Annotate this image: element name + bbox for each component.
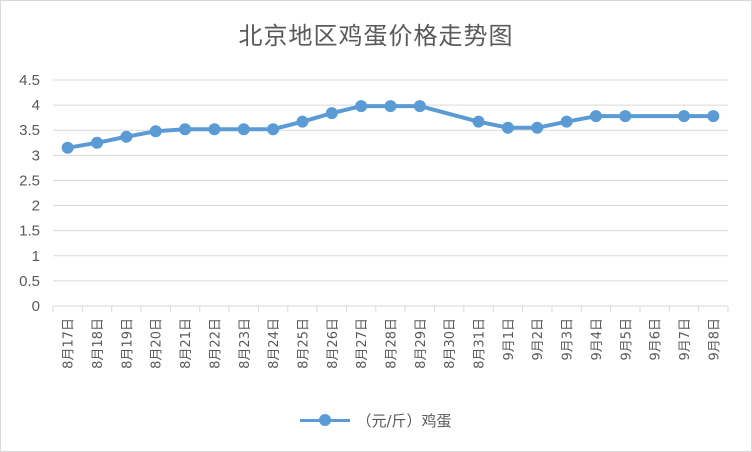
x-tick-label: 8月20日	[150, 318, 165, 369]
y-tick-label: 2.5	[19, 172, 40, 189]
y-tick-label: 4.5	[19, 72, 40, 89]
x-tick-label: 9月8日	[707, 318, 722, 361]
x-tick-label: 8月31日	[473, 318, 488, 369]
legend-swatch	[300, 410, 351, 430]
x-tick-label: 9月2日	[531, 318, 546, 361]
data-point	[237, 123, 250, 136]
x-tick-label: 8月29日	[414, 318, 429, 369]
data-point	[120, 130, 133, 143]
data-point	[677, 110, 690, 123]
x-tick-label: 8月25日	[296, 318, 311, 369]
x-tick-label: 8月28日	[385, 318, 400, 369]
x-tick-label: 9月1日	[502, 318, 517, 361]
data-point	[560, 115, 573, 128]
data-point	[61, 141, 74, 154]
data-point	[91, 136, 104, 149]
x-tick-label: 9月5日	[619, 318, 634, 361]
chart-title: 北京地区鸡蛋价格走势图	[238, 22, 514, 50]
data-point	[413, 100, 426, 113]
data-point	[355, 100, 368, 113]
y-tick-label: 0	[32, 298, 40, 315]
gridlines	[53, 79, 728, 307]
data-point	[179, 123, 192, 136]
x-tick-label: 8月27日	[355, 318, 370, 369]
data-point	[149, 125, 162, 138]
x-tick-label: 9月4日	[590, 318, 605, 361]
x-tick-label: 8月19日	[120, 318, 135, 369]
y-tick-label: 2	[32, 198, 40, 215]
y-tick-label: 1.5	[19, 223, 40, 240]
data-point	[384, 100, 397, 113]
x-tick-label: 8月24日	[267, 318, 282, 369]
x-tick-label: 8月22日	[208, 318, 223, 369]
x-tick-label: 8月30日	[443, 318, 458, 369]
data-point	[296, 115, 309, 128]
y-tick-label: 1	[32, 248, 40, 265]
data-point	[589, 110, 602, 123]
series-points	[61, 100, 720, 154]
y-tick-label: 3.5	[19, 122, 40, 139]
x-tick-label: 9月6日	[649, 318, 664, 361]
x-tick-label: 8月17日	[62, 318, 77, 369]
legend: （元/斤）鸡蛋	[0, 408, 752, 432]
legend-label: （元/斤）鸡蛋	[356, 411, 452, 430]
x-tick-label: 8月23日	[238, 318, 253, 369]
x-tick-label: 8月26日	[326, 318, 341, 369]
y-tick-label: 3	[32, 147, 40, 164]
x-tick-label: 8月18日	[91, 318, 106, 369]
data-point	[707, 110, 720, 123]
data-point	[267, 123, 280, 136]
x-axis: 8月17日 8月18日 8月19日 8月20日 8月21日 8月22日 8月23日 8月24日…	[52, 305, 729, 369]
x-tick-label: 9月3日	[561, 318, 576, 361]
x-tick-label: 9月7日	[678, 318, 693, 361]
data-point	[501, 121, 514, 134]
x-tick-label: 8月21日	[179, 318, 194, 369]
data-point	[325, 107, 338, 120]
y-tick-label: 0.5	[19, 273, 40, 290]
data-point	[208, 123, 221, 136]
series-line-path	[65, 104, 716, 150]
series-line	[65, 104, 716, 150]
data-point	[619, 110, 632, 123]
y-axis-ticks: 0 0.5 1 1.5 2 2.5 3 3.5 4 4.5	[19, 72, 40, 315]
y-tick-label: 4	[32, 97, 40, 114]
data-point	[472, 115, 485, 128]
data-point	[531, 121, 544, 134]
